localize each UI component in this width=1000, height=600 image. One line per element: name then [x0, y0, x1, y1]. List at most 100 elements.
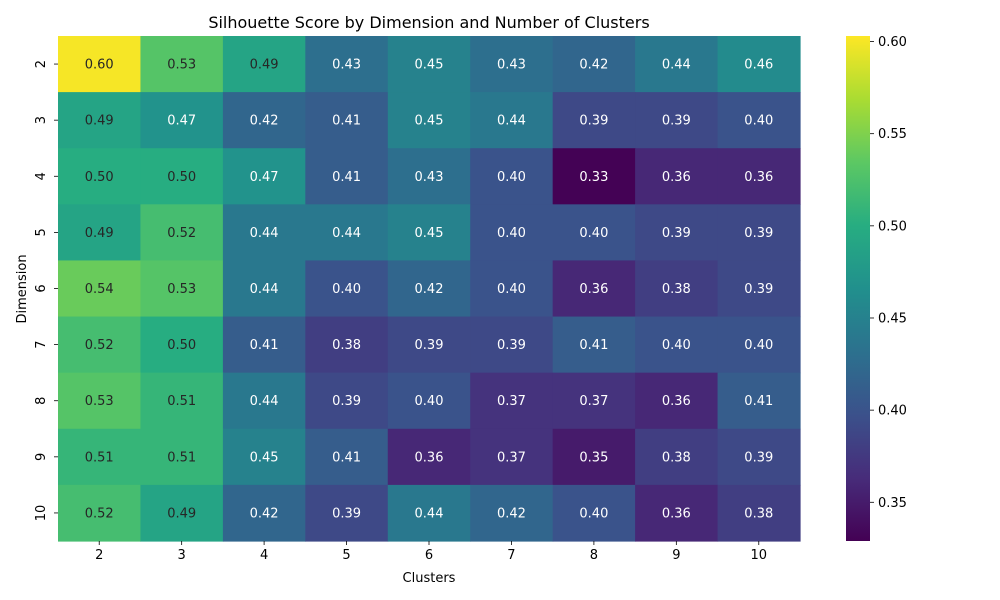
cell-annotation: 0.41 — [332, 114, 361, 129]
heatmap-cell — [635, 204, 719, 262]
y-tick-label: 8 — [34, 397, 49, 405]
heatmap-cell — [140, 316, 224, 374]
cell-annotation: 0.45 — [415, 58, 444, 73]
heatmap-cell — [140, 484, 224, 542]
cell-annotation: 0.40 — [744, 338, 773, 353]
x-tick-label: 10 — [751, 548, 768, 563]
cell-annotation: 0.40 — [662, 338, 691, 353]
x-tick-label: 4 — [260, 548, 268, 563]
cell-annotation: 0.35 — [579, 450, 608, 465]
heatmap-cell — [222, 260, 306, 318]
x-tick-label: 3 — [178, 548, 186, 563]
cell-annotation: 0.49 — [167, 506, 196, 521]
heatmap-cell — [222, 372, 306, 430]
cell-annotation: 0.43 — [497, 58, 526, 73]
heatmap-cell — [222, 36, 306, 93]
heatmap-cells — [58, 36, 801, 542]
heatmap-cell — [635, 372, 719, 430]
cell-annotation: 0.42 — [579, 58, 608, 73]
cell-annotation: 0.53 — [167, 282, 196, 297]
cell-annotation: 0.49 — [85, 114, 114, 129]
heatmap-cell — [387, 36, 471, 93]
heatmap-cell — [387, 204, 471, 262]
cell-annotation: 0.42 — [415, 282, 444, 297]
heatmap-cell — [387, 316, 471, 374]
cell-annotation: 0.36 — [662, 394, 691, 409]
heatmap-cell — [717, 484, 801, 542]
cell-annotation: 0.49 — [250, 58, 279, 73]
heatmap-cell — [305, 92, 389, 149]
cell-annotation: 0.54 — [85, 282, 114, 297]
cell-annotation: 0.43 — [332, 58, 361, 73]
cell-annotation: 0.52 — [167, 226, 196, 241]
heatmap-cell — [58, 204, 142, 262]
heatmap-cell — [717, 36, 801, 93]
cell-annotation: 0.39 — [744, 226, 773, 241]
cell-annotation: 0.40 — [497, 226, 526, 241]
cell-annotation: 0.50 — [167, 170, 196, 185]
cell-annotation: 0.40 — [332, 282, 361, 297]
cell-annotation: 0.39 — [662, 226, 691, 241]
heatmap-cell — [717, 428, 801, 486]
cell-annotation: 0.38 — [332, 338, 361, 353]
cell-annotation: 0.44 — [250, 226, 279, 241]
cell-annotation: 0.49 — [85, 226, 114, 241]
cell-annotation: 0.39 — [662, 114, 691, 129]
heatmap-cell — [635, 428, 719, 486]
heatmap-cell — [58, 428, 142, 486]
heatmap-cell — [552, 92, 636, 149]
heatmap-cell — [58, 316, 142, 374]
cell-annotation: 0.52 — [85, 338, 114, 353]
heatmap-cell — [552, 148, 636, 205]
cell-annotation: 0.39 — [332, 394, 361, 409]
heatmap-cell — [717, 92, 801, 149]
cell-annotation: 0.42 — [250, 506, 279, 521]
x-tick-label: 2 — [95, 548, 103, 563]
cell-annotation: 0.51 — [167, 450, 196, 465]
cell-annotation: 0.36 — [744, 170, 773, 185]
cell-annotation: 0.50 — [167, 338, 196, 353]
cell-annotation: 0.36 — [662, 170, 691, 185]
cell-annotation: 0.41 — [744, 394, 773, 409]
cell-annotation: 0.44 — [662, 58, 691, 73]
x-tick-label: 7 — [507, 548, 515, 563]
cell-annotation: 0.46 — [744, 58, 773, 73]
heatmap-cell — [140, 204, 224, 262]
heatmap-cell — [305, 36, 389, 93]
cell-annotation: 0.39 — [579, 114, 608, 129]
heatmap-cell — [635, 484, 719, 542]
heatmap-cell — [470, 148, 554, 205]
cell-annotation: 0.39 — [415, 338, 444, 353]
cell-annotation: 0.44 — [332, 226, 361, 241]
heatmap-cell — [387, 92, 471, 149]
heatmap-cell — [58, 148, 142, 205]
cell-annotation: 0.53 — [85, 394, 114, 409]
cell-annotation: 0.43 — [415, 170, 444, 185]
heatmap-cell — [222, 428, 306, 486]
heatmap-cell — [387, 428, 471, 486]
heatmap-cell — [140, 148, 224, 205]
x-tick-label: 9 — [672, 548, 680, 563]
cell-annotation: 0.40 — [744, 114, 773, 129]
cell-annotation: 0.44 — [497, 114, 526, 129]
heatmap-cell — [222, 484, 306, 542]
heatmap-cell — [717, 260, 801, 318]
heatmap-cell — [552, 428, 636, 486]
cell-annotation: 0.52 — [85, 506, 114, 521]
heatmap-cell — [222, 92, 306, 149]
heatmap-cell — [222, 148, 306, 205]
x-tick-label: 8 — [590, 548, 598, 563]
heatmap-cell — [470, 484, 554, 542]
cell-annotation: 0.45 — [415, 226, 444, 241]
colorbar-gradient — [846, 36, 870, 541]
heatmap-cell — [552, 36, 636, 93]
heatmap-cell — [470, 428, 554, 486]
cell-annotation: 0.53 — [167, 58, 196, 73]
heatmap-cell — [387, 148, 471, 205]
heatmap-cell — [58, 484, 142, 542]
heatmap-cell — [470, 372, 554, 430]
heatmap-cell — [635, 92, 719, 149]
cell-annotations: 0.60 0.53 0.49 0.43 0.45 0.43 0.42 0.44 0.46 0.49… — [85, 58, 774, 522]
heatmap-cell — [140, 372, 224, 430]
heatmap-cell — [470, 92, 554, 149]
